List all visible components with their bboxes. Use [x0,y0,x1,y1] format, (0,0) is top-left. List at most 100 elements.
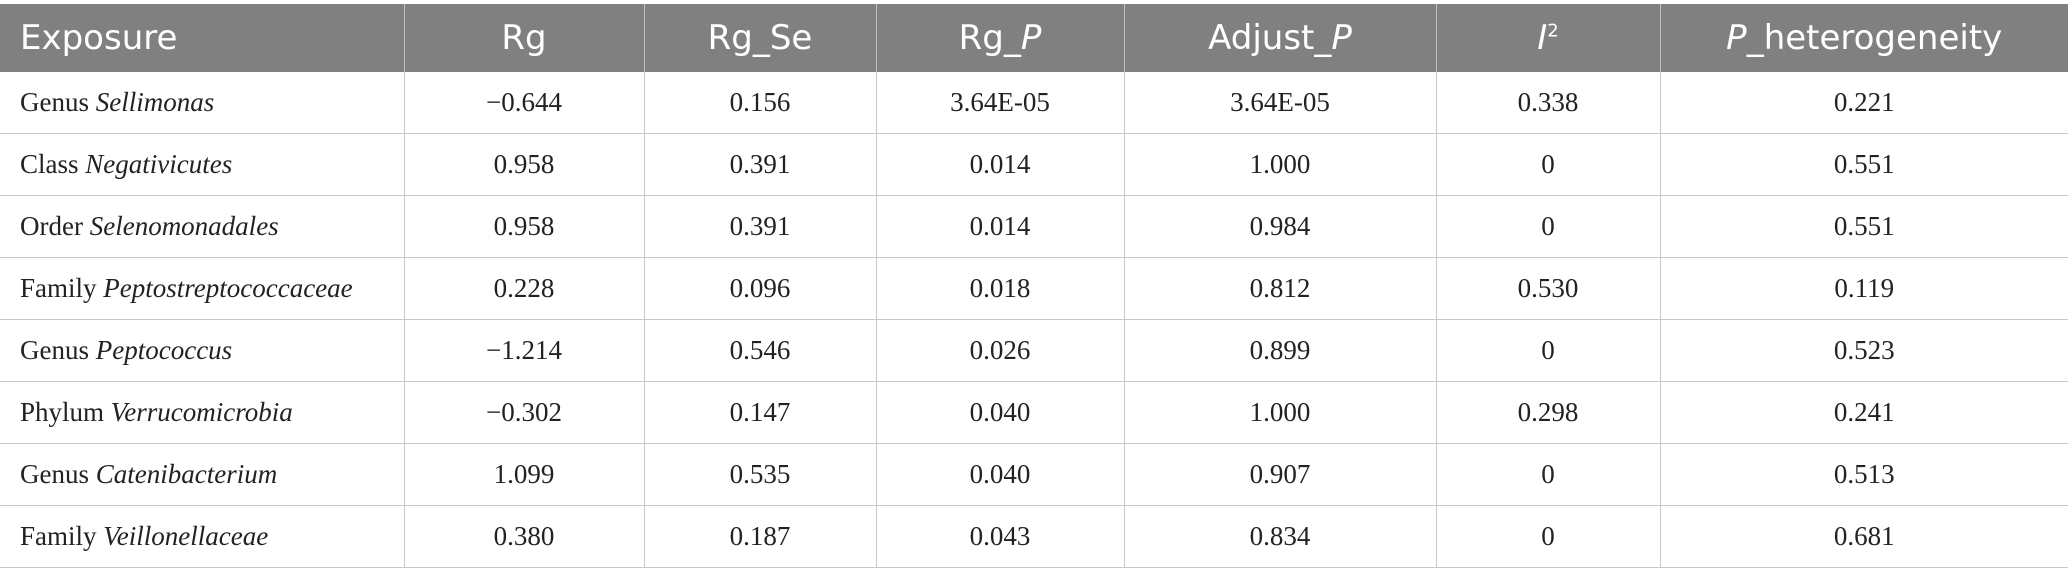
cell-adjust-p: 0.834 [1124,505,1437,568]
cell-taxon: Sellimonas [95,87,215,117]
header-rg-se: Rg_Se [644,4,877,72]
header-rg: Rg [404,4,645,72]
table-row: Phylum Verrucomicrobia −0.302 0.147 0.04… [0,381,2068,444]
cell-taxon: Veillonellaceae [103,521,269,551]
cell-rank: Genus [20,87,89,117]
cell-p-heterogeneity: 0.523 [1660,319,2068,382]
cell-p-heterogeneity: 0.221 [1660,72,2068,134]
cell-rg-p: 0.026 [876,319,1125,382]
cell-adjust-p: 1.000 [1124,381,1437,444]
cell-rg-se: 0.391 [644,133,877,196]
cell-rg-p: 0.018 [876,257,1125,320]
cell-rank: Order [20,211,83,241]
table-body: Genus Sellimonas −0.644 0.156 3.64E-05 3… [0,72,2068,568]
cell-rg-se: 0.391 [644,195,877,258]
cell-rg-p: 0.014 [876,195,1125,258]
table-row: Genus Peptococcus −1.214 0.546 0.026 0.8… [0,319,2068,382]
header-rg-label: Rg [501,18,547,58]
cell-rg-p: 0.040 [876,443,1125,506]
header-i2-sup: 2 [1547,20,1559,42]
cell-rank: Class [20,149,79,179]
header-adjust-p-prefix: Adjust_ [1208,18,1332,58]
header-rg-se-label: Rg_Se [707,18,813,58]
cell-rg-se: 0.535 [644,443,877,506]
cell-rg: 0.380 [404,505,645,568]
cell-p-heterogeneity: 0.681 [1660,505,2068,568]
cell-rg-p: 0.040 [876,381,1125,444]
header-adjust-p-italic: P [1331,18,1352,58]
cell-p-heterogeneity: 0.241 [1660,381,2068,444]
table-row: Family Veillonellaceae 0.380 0.187 0.043… [0,505,2068,568]
cell-rank: Phylum [20,397,105,427]
cell-rg-se: 0.156 [644,72,877,134]
cell-exposure: Order Selenomonadales [0,195,405,258]
cell-exposure: Phylum Verrucomicrobia [0,381,405,444]
cell-rg: 1.099 [404,443,645,506]
cell-rg-p: 0.043 [876,505,1125,568]
header-p-het-suffix: _heterogeneity [1746,18,2003,58]
cell-rank: Family [20,521,97,551]
header-i2: I2 [1436,4,1661,72]
header-adjust-p: Adjust_P [1124,4,1437,72]
cell-rank: Family [20,273,97,303]
cell-rg: 0.958 [404,195,645,258]
cell-rg-se: 0.096 [644,257,877,320]
table-row: Class Negativicutes 0.958 0.391 0.014 1.… [0,133,2068,196]
cell-rg-p: 0.014 [876,133,1125,196]
cell-exposure: Genus Peptococcus [0,319,405,382]
cell-taxon: Verrucomicrobia [110,397,293,427]
cell-i2: 0 [1436,133,1661,196]
cell-rg: −0.302 [404,381,645,444]
cell-adjust-p: 0.899 [1124,319,1437,382]
cell-rg-p: 3.64E-05 [876,72,1125,134]
table-header: Exposure Rg Rg_Se Rg_P Adjust_P I2 P_het… [0,4,2068,72]
cell-i2: 0 [1436,443,1661,506]
results-table: Exposure Rg Rg_Se Rg_P Adjust_P I2 P_het… [0,4,2068,568]
cell-adjust-p: 3.64E-05 [1124,72,1437,134]
header-p-het-italic: P [1726,18,1747,58]
cell-rg-se: 0.147 [644,381,877,444]
cell-rg: 0.228 [404,257,645,320]
cell-i2: 0.298 [1436,381,1661,444]
cell-adjust-p: 0.812 [1124,257,1437,320]
cell-i2: 0.530 [1436,257,1661,320]
cell-i2: 0 [1436,195,1661,258]
header-rg-p-prefix: Rg_ [958,18,1021,58]
cell-adjust-p: 0.984 [1124,195,1437,258]
header-rg-p-italic: P [1020,18,1042,58]
table-row: Genus Catenibacterium 1.099 0.535 0.040 … [0,443,2068,506]
cell-adjust-p: 1.000 [1124,133,1437,196]
cell-exposure: Class Negativicutes [0,133,405,196]
header-rg-p: Rg_P [876,4,1125,72]
cell-exposure: Genus Sellimonas [0,72,405,134]
cell-taxon: Peptococcus [95,335,233,365]
cell-i2: 0.338 [1436,72,1661,134]
cell-rg: −0.644 [404,72,645,134]
header-row: Exposure Rg Rg_Se Rg_P Adjust_P I2 P_het… [0,4,2068,72]
cell-taxon: Selenomonadales [89,211,279,241]
cell-exposure: Genus Catenibacterium [0,443,405,506]
cell-i2: 0 [1436,505,1661,568]
cell-p-heterogeneity: 0.551 [1660,133,2068,196]
cell-p-heterogeneity: 0.119 [1660,257,2068,320]
cell-rg: 0.958 [404,133,645,196]
table-row: Order Selenomonadales 0.958 0.391 0.014 … [0,195,2068,258]
cell-taxon: Catenibacterium [95,459,278,489]
cell-exposure: Family Peptostreptococcaceae [0,257,405,320]
header-i2-italic: I [1537,18,1548,58]
cell-p-heterogeneity: 0.513 [1660,443,2068,506]
header-exposure: Exposure [0,4,405,72]
header-p-heterogeneity: P_heterogeneity [1660,4,2068,72]
cell-i2: 0 [1436,319,1661,382]
cell-p-heterogeneity: 0.551 [1660,195,2068,258]
table-row: Genus Sellimonas −0.644 0.156 3.64E-05 3… [0,72,2068,134]
cell-taxon: Negativicutes [85,149,233,179]
table-row: Family Peptostreptococcaceae 0.228 0.096… [0,257,2068,320]
cell-exposure: Family Veillonellaceae [0,505,405,568]
cell-rank: Genus [20,335,89,365]
cell-rg: −1.214 [404,319,645,382]
cell-rank: Genus [20,459,89,489]
cell-rg-se: 0.546 [644,319,877,382]
cell-taxon: Peptostreptococcaceae [103,273,353,303]
cell-rg-se: 0.187 [644,505,877,568]
